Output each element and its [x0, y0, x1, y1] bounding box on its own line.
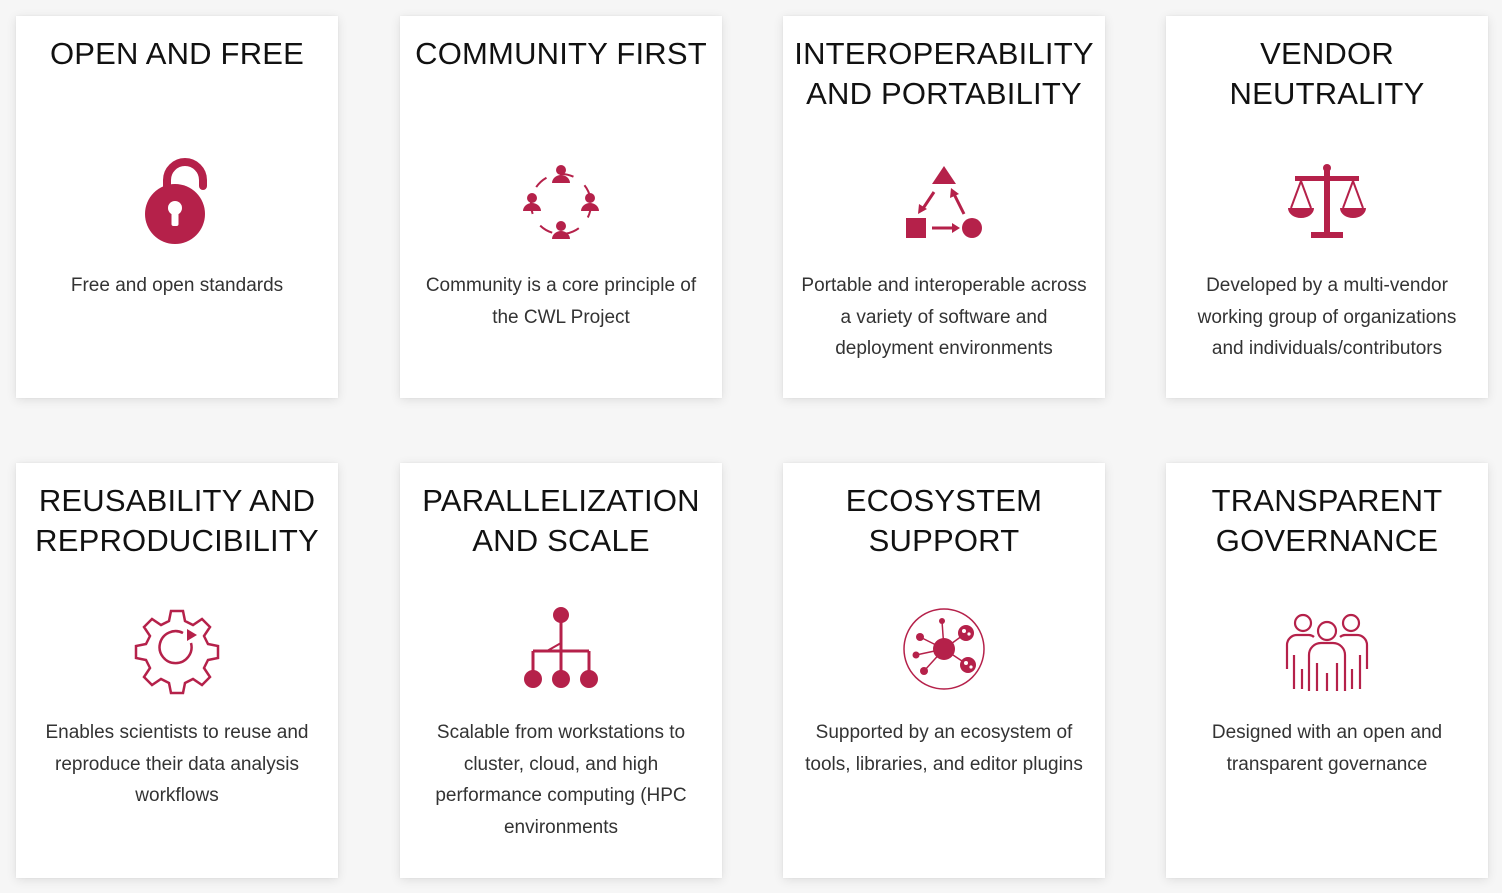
card-description: Enables scientists to reuse and reproduc…: [45, 722, 309, 806]
card-title: ECOSYSTEM SUPPORT: [845, 483, 1043, 558]
card-title: VENDOR NEUTRALITY: [1229, 36, 1425, 111]
shapes-cycle-icon: [894, 152, 994, 252]
card-description: Portable and interoperable across a vari…: [801, 275, 1087, 359]
card-description: Scalable from workstations to cluster, c…: [435, 722, 687, 838]
card-description: Supported by an ecosystem of tools, libr…: [805, 722, 1083, 775]
open-padlock-icon: [127, 152, 227, 252]
people-group-icon: [1277, 599, 1377, 699]
card-transparent-governance: TRANSPARENT GOVERNANCE Designed with an …: [1166, 463, 1488, 878]
card-vendor-neutrality: VENDOR NEUTRALITY Developed by a multi-v…: [1166, 16, 1488, 398]
card-interoperability: INTEROPERABILITY AND PORTABILITY Portabl…: [783, 16, 1105, 398]
card-title: OPEN AND FREE: [49, 36, 305, 71]
card-description: Developed by a multi-vendor working grou…: [1197, 275, 1457, 359]
card-community-first: COMMUNITY FIRST Community is a core prin…: [400, 16, 722, 398]
balance-scale-icon: [1277, 152, 1377, 252]
card-description: Community is a core principle of the CWL…: [425, 275, 697, 328]
card-title: TRANSPARENT GOVERNANCE: [1211, 483, 1443, 558]
card-description: Free and open standards: [70, 275, 284, 296]
card-title: COMMUNITY FIRST: [415, 36, 707, 71]
card-title: REUSABILITY AND REPRODUCIBILITY: [35, 483, 319, 558]
hierarchy-tree-icon: [511, 599, 611, 699]
community-circle-icon: [511, 152, 611, 252]
card-open-and-free: OPEN AND FREE Free and open standards: [16, 16, 338, 398]
card-description: Designed with an open and transparent go…: [1211, 722, 1443, 775]
card-parallelization: PARALLELIZATION AND SCALE Scalable from …: [400, 463, 722, 878]
card-title: PARALLELIZATION AND SCALE: [422, 483, 700, 558]
card-reusability: REUSABILITY AND REPRODUCIBILITY Enables …: [16, 463, 338, 878]
card-title: INTEROPERABILITY AND PORTABILITY: [794, 36, 1094, 111]
gear-refresh-icon: [127, 599, 227, 699]
network-ecosystem-icon: [894, 599, 994, 699]
card-ecosystem: ECOSYSTEM SUPPORT: [783, 463, 1105, 878]
